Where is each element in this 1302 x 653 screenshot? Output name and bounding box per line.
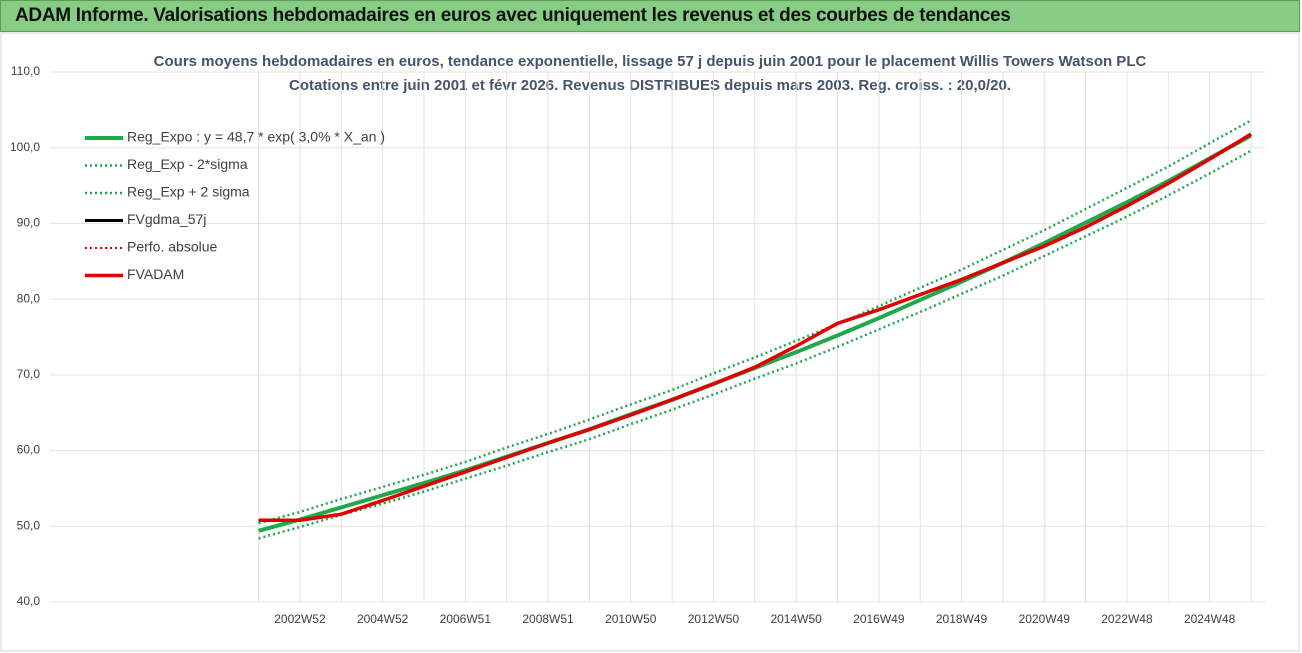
x-tick-label: 2004W52 — [357, 612, 409, 626]
x-tick-label: 2012W50 — [688, 612, 740, 626]
x-tick-label: 2022W48 — [1101, 612, 1153, 626]
x-tick-label: 2010W50 — [605, 612, 657, 626]
legend-label: Reg_Exp + 2 sigma — [127, 184, 250, 200]
series-line — [258, 119, 1252, 525]
legend-label: Reg_Expo : y = 48,7 * exp( 3,0% * X_an ) — [127, 129, 385, 145]
series-line — [258, 132, 1252, 522]
chart: Cours moyens hebdomadaires en euros, ten… — [0, 32, 1300, 652]
chart-frame — [0, 32, 1300, 652]
y-tick-label: 100,0 — [10, 140, 40, 154]
x-tick-label: 2006W51 — [440, 612, 492, 626]
y-tick-label: 60,0 — [17, 443, 41, 457]
legend-label: FVgdma_57j — [127, 211, 206, 227]
x-tick-label: 2020W49 — [1019, 612, 1071, 626]
y-tick-label: 70,0 — [17, 367, 41, 381]
x-tick-label: 2024W48 — [1184, 612, 1236, 626]
chart-subtitle: Cotations entre juin 2001 et févr 2026. … — [289, 77, 1011, 94]
y-tick-label: 80,0 — [17, 291, 41, 305]
series-line — [258, 149, 1252, 540]
x-tick-label: 2018W49 — [936, 612, 988, 626]
legend-label: Perfo. absolue — [127, 239, 217, 255]
x-tick-label: 2008W51 — [522, 612, 574, 626]
legend-label: Reg_Exp - 2*sigma — [127, 156, 248, 172]
page-title: ADAM Informe. Valorisations hebdomadaire… — [0, 0, 1300, 32]
y-tick-label: 110,0 — [11, 64, 40, 78]
y-tick-label: 90,0 — [17, 216, 41, 230]
legend-label: FVADAM — [127, 266, 184, 282]
x-tick-label: 2014W50 — [770, 612, 822, 626]
x-tick-label: 2002W52 — [274, 612, 326, 626]
chart-title: Cours moyens hebdomadaires en euros, ten… — [154, 53, 1147, 70]
y-tick-label: 40,0 — [17, 594, 41, 608]
y-tick-label: 50,0 — [17, 518, 41, 532]
x-tick-label: 2016W49 — [853, 612, 905, 626]
